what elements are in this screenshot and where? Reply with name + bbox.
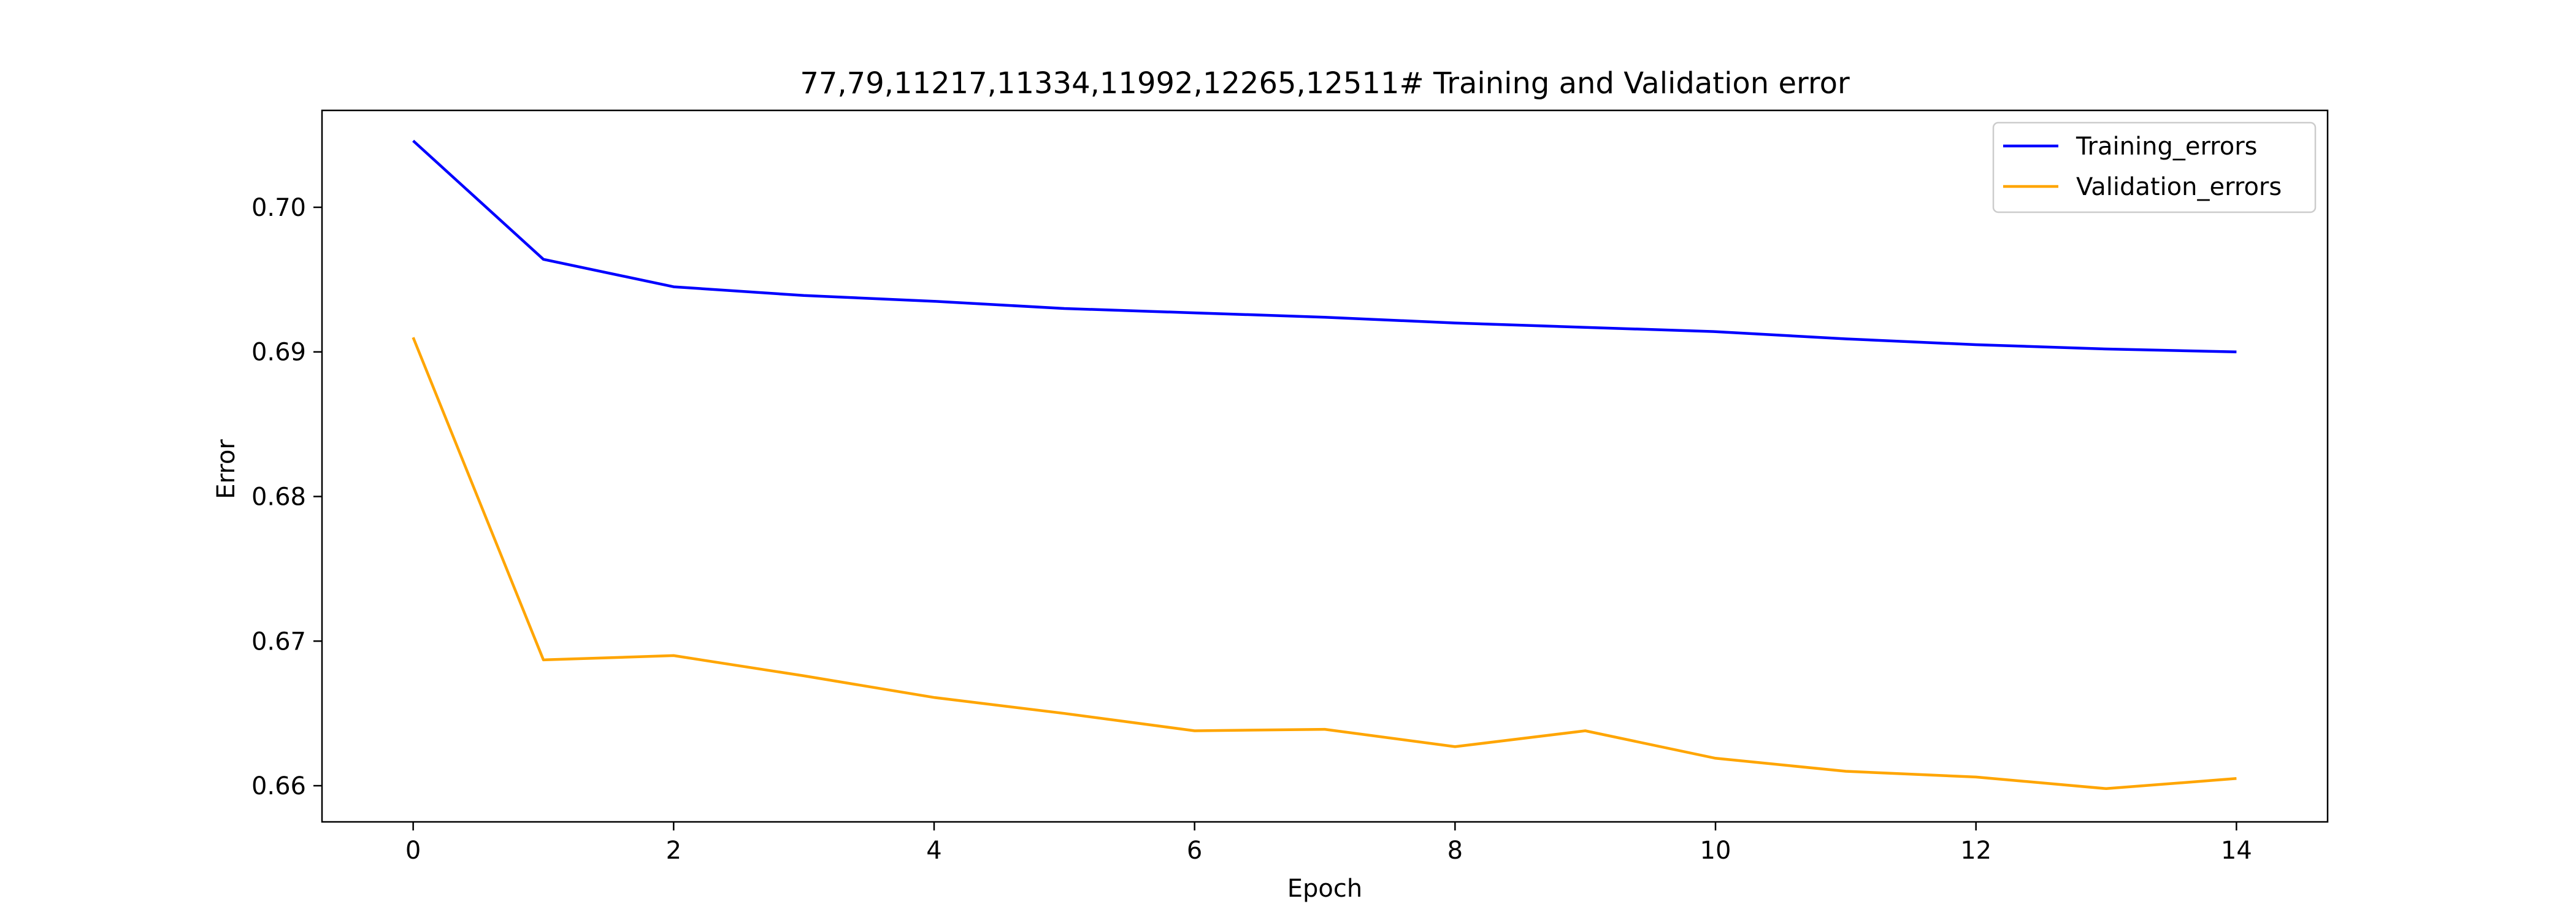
x-tick-label: 0 [405,837,421,865]
chart-title: 77,79,11217,11334,11992,12265,12511# Tra… [800,66,1850,101]
series-line-Training_errors [412,139,2237,353]
x-tick-label: 8 [1447,837,1463,865]
x-tick-label: 10 [1700,837,1731,865]
x-axis-label: Epoch [1287,875,1362,903]
y-axis-label: Error [212,439,240,499]
x-tick-label: 14 [2221,837,2252,865]
x-axis: 0 2 4 6 8 10 12 14 [405,822,2252,865]
y-axis: 0.66 0.67 0.68 0.69 0.70 [251,194,322,800]
y-tick-label: 0.66 [251,772,306,800]
plot-area [321,109,2329,823]
x-tick-label: 4 [926,837,941,865]
legend-label: Training_errors [2076,132,2258,161]
x-tick-label: 2 [666,837,681,865]
y-tick-label: 0.70 [251,194,306,222]
legend: Training_errors Validation_errors [1992,121,2317,213]
y-tick-label: 0.68 [251,483,306,512]
y-tick-label: 0.69 [251,339,306,367]
x-tick-label: 6 [1187,837,1202,865]
legend-box [1992,121,2317,213]
plot-frame [321,109,2329,823]
legend-label: Validation_errors [2076,173,2282,201]
x-tick-label: 12 [1960,837,1991,865]
series-line-Validation_errors [412,337,2237,791]
y-tick-label: 0.67 [251,627,306,656]
